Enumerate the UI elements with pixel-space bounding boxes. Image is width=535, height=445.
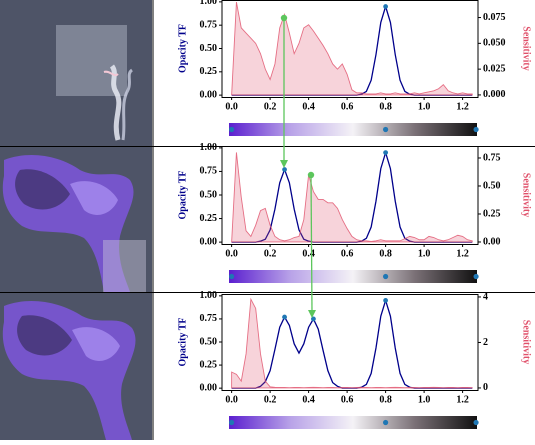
control-point	[383, 150, 389, 155]
render-panel	[0, 0, 152, 146]
y-tick-label: 0.50	[200, 336, 218, 347]
x-tick-label: 0.8	[379, 248, 392, 259]
x-tick-label: 1.0	[418, 101, 431, 112]
colorbar-point	[383, 126, 389, 133]
colorbar-point	[229, 419, 235, 426]
smoke	[72, 327, 120, 361]
control-point	[383, 4, 389, 9]
selection-box	[103, 240, 146, 292]
smoke	[17, 315, 72, 356]
y2-tick-label: 0.75	[483, 152, 501, 163]
x-tick-label: 0.8	[379, 394, 392, 405]
x-tick-label: 0.2	[264, 394, 277, 405]
annotations	[280, 14, 316, 318]
chart: 0.00 0.25 0.50 0.75 1.00 0.000 0.025 0.050 0.075…	[177, 0, 532, 136]
control-point	[311, 316, 316, 322]
sensitivity-area	[231, 1, 473, 96]
y-tick-label: 0.25	[200, 359, 218, 370]
control-point	[282, 314, 287, 320]
x-tick-label: 0.4	[302, 394, 315, 405]
arrow-head	[308, 310, 316, 318]
y-tick-label: 0.50	[200, 189, 218, 200]
y2-tick-label: 0.50	[483, 180, 501, 191]
smoke	[103, 70, 119, 77]
x-tick-label: 1.0	[418, 248, 431, 259]
y-tick-label: 0.25	[200, 213, 218, 224]
x-tick-label: 0.6	[341, 248, 354, 259]
colorbar-point	[473, 273, 479, 280]
colorbar-point	[229, 273, 235, 280]
y2-axis-label: Sensitivity	[521, 173, 532, 217]
y2-tick-label: 0.25	[483, 208, 501, 219]
arrow-head	[280, 160, 288, 168]
smoke	[70, 181, 118, 215]
sensitivity-area	[231, 297, 473, 389]
control-point	[282, 167, 287, 172]
opacity-line	[231, 298, 473, 389]
y-axis-label: Opacity TF	[177, 24, 188, 73]
highlight-point	[307, 171, 315, 179]
x-tick-label: 0.8	[379, 101, 392, 112]
x-tick-label: 1.0	[418, 394, 431, 405]
y-tick-label: 0.75	[200, 166, 218, 177]
y-tick-label: 0.00	[200, 89, 218, 100]
x-tick-label: 0.0	[225, 394, 238, 405]
x-tick-label: 1.2	[456, 394, 469, 405]
x-tick-label: 0.6	[341, 101, 354, 112]
colorbar	[229, 123, 477, 136]
y-tick-label: 0.00	[200, 236, 218, 247]
y-tick-label: 0.25	[200, 66, 218, 77]
x-tick-label: 0.2	[264, 248, 277, 259]
y2-tick-label: 2	[483, 337, 488, 348]
x-tick-label: 0.4	[302, 248, 315, 259]
y-tick-label: 1.00	[200, 290, 218, 301]
smoke	[109, 64, 122, 141]
chart: 0.00 0.25 0.50 0.75 1.00 0.00 0.25 0.50 0.75 0.0 0…	[177, 142, 532, 283]
x-tick-label: 0.4	[302, 101, 315, 112]
colorbar	[229, 416, 477, 429]
y2-tick-label: 0.050	[483, 38, 506, 49]
smoke	[15, 169, 71, 210]
y-tick-label: 0.75	[200, 313, 218, 324]
x-tick-label: 1.2	[456, 101, 469, 112]
y2-axis-label: Sensitivity	[521, 26, 532, 70]
x-tick-label: 1.2	[456, 248, 469, 259]
y-tick-label: 1.00	[200, 142, 218, 153]
colorbar-point	[473, 419, 479, 426]
chart: 0.00 0.25 0.50 0.75 1.00 0 2 4 0.0 0.2 0.4 0.6 0.8 1.…	[177, 290, 532, 429]
x-tick-label: 0.0	[225, 101, 238, 112]
y-tick-label: 0.75	[200, 19, 218, 30]
colorbar	[229, 270, 477, 283]
y2-tick-label: 0.075	[483, 12, 506, 23]
sensitivity-area	[231, 152, 473, 243]
x-tick-label: 0.6	[341, 394, 354, 405]
y-tick-label: 1.00	[200, 0, 218, 7]
colorbar-point	[383, 419, 389, 426]
y2-tick-label: 0.000	[483, 89, 506, 100]
y2-tick-label: 0.025	[483, 63, 506, 74]
y-tick-label: 0.50	[200, 43, 218, 54]
x-tick-label: 0.0	[225, 248, 238, 259]
y-axis-label: Opacity TF	[177, 318, 188, 367]
x-tick-label: 0.2	[264, 101, 277, 112]
render-panel	[0, 293, 152, 440]
colorbar-point	[383, 273, 389, 280]
colorbar-point	[229, 126, 235, 133]
smoke	[121, 68, 134, 141]
highlight-point	[280, 14, 288, 22]
y2-tick-label: 0	[483, 382, 488, 393]
charts: 0.000.250.500.751.000.0000.0250.0500.075…	[177, 0, 532, 429]
y2-tick-label: 4	[483, 291, 488, 302]
y2-axis-label: Sensitivity	[521, 320, 532, 364]
link-arrow	[310, 174, 313, 313]
y2-tick-label: 0.00	[483, 236, 501, 247]
control-point	[383, 298, 389, 303]
colorbar-point	[473, 126, 479, 133]
y-axis-label: Opacity TF	[177, 171, 188, 220]
render-panel	[0, 147, 152, 292]
y-tick-label: 0.00	[200, 382, 218, 393]
